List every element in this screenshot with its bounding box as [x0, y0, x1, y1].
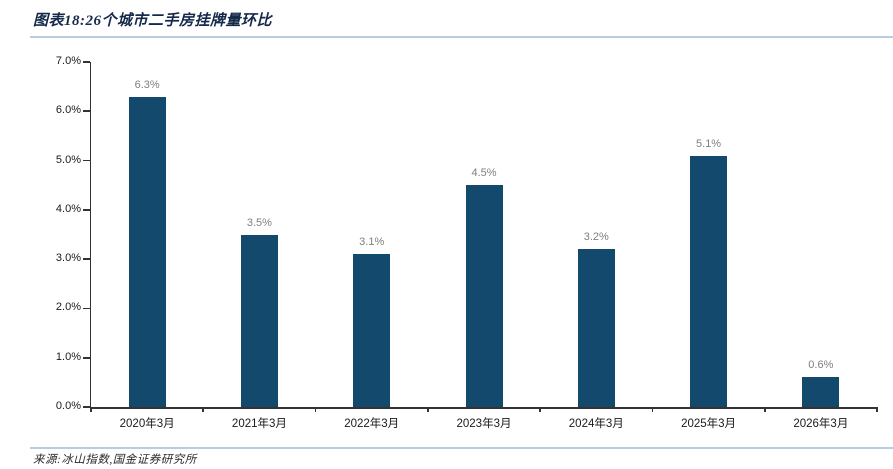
x-axis-tick [876, 407, 878, 412]
title-divider-line [30, 36, 893, 38]
bar-2022年3月 [353, 254, 391, 407]
y-axis-tick-label: 5.0% [55, 153, 81, 166]
x-axis-tick [539, 407, 541, 412]
y-axis-tick [83, 61, 90, 63]
y-axis-tick [83, 356, 90, 359]
bar-2026年3月 [802, 377, 840, 407]
figure-title: 图表18:26个城市二手房挂牌量环比 [33, 13, 272, 29]
x-axis-tick [651, 407, 654, 412]
x-axis-tick [427, 407, 429, 412]
source-note: 来源:冰山指数,国金证券研究所 [33, 454, 197, 466]
x-axis-category-label: 2023年3月 [456, 418, 512, 430]
x-axis-category-label: 2026年3月 [793, 418, 849, 430]
y-axis-tick-label: 0.0% [55, 400, 81, 412]
bar-value-label: 4.5% [471, 167, 497, 180]
bar-value-label: 0.6% [808, 359, 834, 372]
y-axis-tick-label: 3.0% [55, 252, 81, 265]
y-axis-tick [83, 209, 90, 211]
y-axis-tick [83, 307, 90, 310]
y-axis-tick [83, 159, 90, 162]
bar-value-label: 5.1% [696, 137, 722, 150]
source-divider-line [30, 447, 893, 449]
x-axis-tick [314, 407, 317, 412]
bar-2020年3月 [128, 96, 166, 407]
x-axis-tick [90, 407, 92, 412]
x-axis-category-label: 2025年3月 [681, 418, 737, 430]
bar-value-label: 3.1% [359, 236, 385, 249]
x-axis-tick [202, 407, 205, 412]
y-axis-tick-label: 4.0% [55, 202, 81, 215]
y-axis-tick-label: 1.0% [55, 350, 81, 363]
x-axis-category-label: 2020年3月 [119, 418, 175, 430]
y-axis-tick-label: 7.0% [55, 55, 81, 67]
bar-2023年3月 [465, 185, 503, 407]
y-axis-tick [83, 258, 90, 260]
bar-2025年3月 [690, 155, 728, 407]
x-axis-category-label: 2021年3月 [231, 418, 287, 430]
y-axis-tick [83, 110, 90, 113]
bar-value-label: 3.2% [583, 231, 609, 244]
bar-2024年3月 [577, 249, 615, 407]
y-axis-tick-label: 6.0% [55, 104, 81, 117]
bar-chart-plot-area: 0.0% 1.0% 2.0% 3.0% 4.0% 5.0% 6.0% 7.0% 6.3% 2020… [56, 55, 878, 430]
x-axis-tick [763, 407, 766, 412]
bar-2021年3月 [240, 234, 278, 407]
y-axis-tick [83, 406, 90, 408]
x-axis-category-label: 2024年3月 [568, 418, 624, 430]
x-axis-category-label: 2022年3月 [344, 418, 400, 430]
bar-value-label: 3.5% [246, 216, 272, 229]
bar-value-label: 6.3% [134, 78, 160, 91]
y-axis-tick-label: 2.0% [55, 301, 81, 314]
